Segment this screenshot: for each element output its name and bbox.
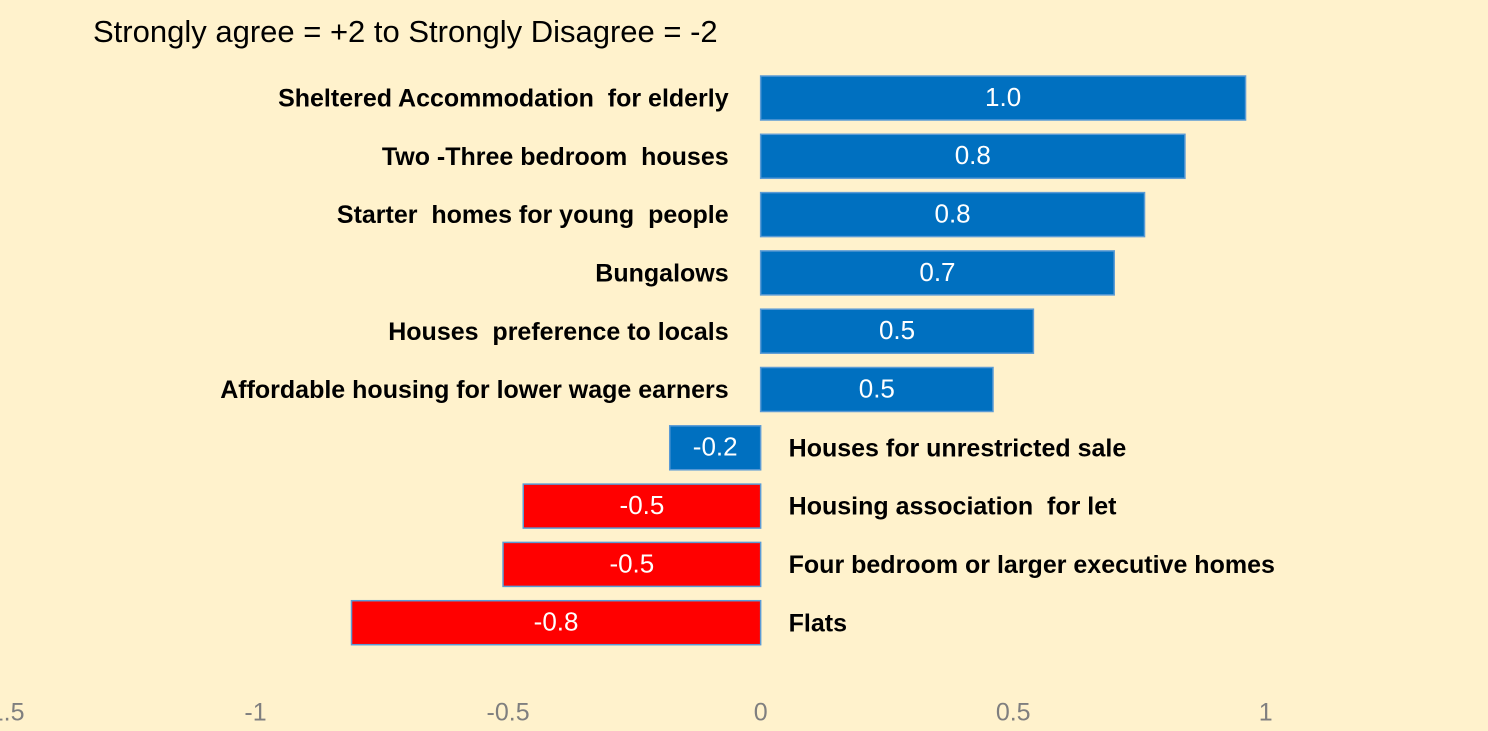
bar	[759, 366, 994, 413]
bar	[759, 133, 1186, 180]
category-label: Houses for unrestricted sale	[789, 434, 1127, 462]
value-label: 0.8	[935, 198, 971, 228]
bar	[759, 191, 1146, 238]
bar	[668, 425, 762, 471]
value-label: 1.0	[985, 82, 1021, 112]
category-label: Affordable housing for lower wage earner…	[220, 376, 728, 404]
category-label: Flats	[789, 609, 847, 637]
value-label: -0.5	[620, 490, 665, 520]
chart-title: Strongly agree = +2 to Strongly Disagree…	[93, 14, 718, 49]
value-label: -0.5	[609, 548, 654, 578]
x-tick-label: 0	[754, 699, 768, 727]
bar	[350, 599, 762, 646]
value-label: 0.7	[919, 257, 955, 287]
category-label: Houses preference to locals	[388, 318, 728, 346]
bar	[522, 483, 762, 529]
x-tick-label: 0.5	[996, 699, 1031, 727]
category-label: Bungalows	[595, 260, 728, 288]
x-tick-label: -0.5	[487, 699, 530, 727]
bar	[759, 308, 1035, 354]
x-tick-label: -1.5	[0, 699, 25, 727]
value-label: -0.8	[534, 607, 579, 637]
x-tick-label: 1	[1259, 699, 1273, 727]
bar	[502, 541, 762, 588]
bar	[759, 250, 1115, 296]
value-label: 0.5	[879, 315, 915, 345]
category-label: Starter homes for young people	[337, 201, 729, 229]
category-label: Sheltered Accommodation for elderly	[278, 85, 729, 113]
x-tick-label: -1	[244, 699, 266, 727]
value-label: 0.8	[955, 140, 991, 170]
bar	[759, 75, 1247, 121]
category-label: Four bedroom or larger executive homes	[789, 551, 1275, 579]
value-label: 0.5	[859, 373, 895, 403]
category-label: Housing association for let	[789, 493, 1117, 521]
value-label: -0.2	[693, 432, 738, 462]
category-label: Two -Three bedroom houses	[382, 143, 729, 171]
